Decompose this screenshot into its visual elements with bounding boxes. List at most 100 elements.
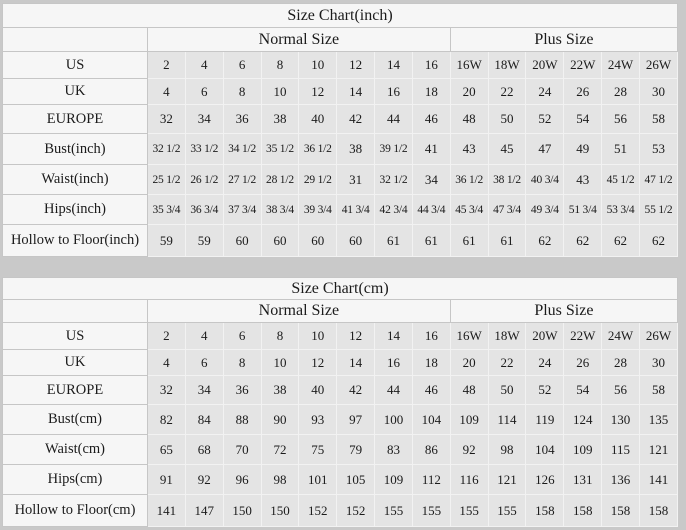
size-cell: 109 bbox=[449, 404, 489, 435]
size-cell: 30 bbox=[638, 78, 679, 105]
size-cell: 83 bbox=[374, 434, 413, 465]
size-cell: 60 bbox=[260, 224, 300, 257]
row-label: Hollow to Floor(cm) bbox=[2, 494, 148, 527]
table-row: Waist(cm) 65 68 70 72 75 79 83 86 92 98 104 109 115 12… bbox=[2, 434, 679, 465]
size-cell: 53 3/4 bbox=[601, 194, 640, 225]
size-cell: 44 3/4 bbox=[411, 194, 451, 225]
size-cell: 158 bbox=[601, 494, 640, 527]
size-cell: 10 bbox=[260, 349, 300, 376]
size-cell: 147 bbox=[184, 494, 224, 527]
size-cell: 16 bbox=[411, 322, 451, 350]
size-cell: 14 bbox=[336, 78, 376, 105]
size-cell: 35 1/2 bbox=[260, 133, 300, 165]
size-cell: 16 bbox=[411, 51, 451, 79]
size-cell: 42 bbox=[336, 375, 376, 405]
size-cell: 61 bbox=[374, 224, 413, 257]
size-cell: 20W bbox=[525, 322, 565, 350]
size-cell: 126 bbox=[525, 464, 565, 495]
size-cell: 32 bbox=[147, 104, 186, 134]
row-label: Waist(cm) bbox=[2, 434, 148, 465]
size-cell: 22 bbox=[487, 78, 527, 105]
size-cell: 100 bbox=[374, 404, 413, 435]
size-cell: 42 bbox=[336, 104, 376, 134]
group-header-plus-size: Plus Size bbox=[449, 27, 679, 52]
size-cell: 26 bbox=[563, 78, 603, 105]
size-cell: 55 1/2 bbox=[638, 194, 679, 225]
size-cell: 4 bbox=[184, 51, 224, 79]
size-cell: 29 1/2 bbox=[298, 164, 338, 195]
size-cell: 6 bbox=[184, 349, 224, 376]
row-label: Hips(inch) bbox=[2, 194, 148, 225]
size-cell: 150 bbox=[260, 494, 300, 527]
size-cell: 34 bbox=[184, 104, 224, 134]
size-cell: 141 bbox=[147, 494, 186, 527]
size-cell: 45 bbox=[487, 133, 527, 165]
size-cell: 38 3/4 bbox=[260, 194, 300, 225]
size-cell: 52 bbox=[525, 375, 565, 405]
size-cell: 104 bbox=[411, 404, 451, 435]
size-cell: 49 3/4 bbox=[525, 194, 565, 225]
size-cell: 150 bbox=[222, 494, 262, 527]
size-cell: 12 bbox=[336, 322, 376, 350]
size-cell: 92 bbox=[449, 434, 489, 465]
size-cell: 68 bbox=[184, 434, 224, 465]
size-cell: 10 bbox=[298, 322, 338, 350]
size-cell: 44 bbox=[374, 375, 413, 405]
size-cell: 155 bbox=[374, 494, 413, 527]
size-cell: 158 bbox=[638, 494, 679, 527]
size-cell: 39 1/2 bbox=[374, 133, 413, 165]
size-cell: 109 bbox=[374, 464, 413, 495]
size-cell: 61 bbox=[411, 224, 451, 257]
size-cell: 93 bbox=[298, 404, 338, 435]
size-cell: 121 bbox=[487, 464, 527, 495]
size-cell: 8 bbox=[260, 322, 300, 350]
size-cell: 46 bbox=[411, 104, 451, 134]
size-cell: 98 bbox=[260, 464, 300, 495]
size-cell: 2 bbox=[147, 51, 186, 79]
row-label: Hips(cm) bbox=[2, 464, 148, 495]
size-cell: 28 bbox=[601, 349, 640, 376]
size-cell: 98 bbox=[487, 434, 527, 465]
size-cell: 141 bbox=[638, 464, 679, 495]
size-cell: 18W bbox=[487, 322, 527, 350]
size-chart-cm: Size Chart(cm) Normal Size Plus Size US 2 4 6 8… bbox=[2, 277, 680, 527]
size-cell: 40 bbox=[298, 104, 338, 134]
size-cell: 88 bbox=[222, 404, 262, 435]
size-cell: 37 3/4 bbox=[222, 194, 262, 225]
table-row: Hollow to Floor(inch) 59 59 60 60 60 60 61 61 61 6… bbox=[2, 224, 679, 257]
size-cell: 12 bbox=[298, 78, 338, 105]
chart-title: Size Chart(cm) bbox=[2, 277, 678, 300]
size-cell: 18W bbox=[487, 51, 527, 79]
size-cell: 60 bbox=[336, 224, 376, 257]
size-cell: 20 bbox=[449, 78, 489, 105]
row-label: UK bbox=[2, 349, 148, 376]
size-chart-inch: Size Chart(inch) Normal Size Plus Size US 2 4… bbox=[2, 3, 680, 257]
size-cell: 42 3/4 bbox=[374, 194, 413, 225]
corner-cell bbox=[2, 27, 148, 52]
size-cell: 26 bbox=[563, 349, 603, 376]
size-cell: 82 bbox=[147, 404, 186, 435]
size-cell: 155 bbox=[487, 494, 527, 527]
table-row: Hollow to Floor(cm) 141 147 150 150 152 152 155… bbox=[2, 494, 679, 527]
size-cell: 62 bbox=[638, 224, 679, 257]
row-label: Waist(inch) bbox=[2, 164, 148, 195]
size-cell: 90 bbox=[260, 404, 300, 435]
size-cell: 41 bbox=[411, 133, 451, 165]
size-cell: 6 bbox=[184, 78, 224, 105]
size-cell: 58 bbox=[638, 104, 679, 134]
size-cell: 41 3/4 bbox=[336, 194, 376, 225]
size-cell: 84 bbox=[184, 404, 224, 435]
size-cell: 51 3/4 bbox=[563, 194, 603, 225]
size-cell: 86 bbox=[411, 434, 451, 465]
size-cell: 38 1/2 bbox=[487, 164, 527, 195]
size-cell: 119 bbox=[525, 404, 565, 435]
size-cell: 104 bbox=[525, 434, 565, 465]
size-cell: 48 bbox=[449, 104, 489, 134]
size-cell: 96 bbox=[222, 464, 262, 495]
table-row: EUROPE 32 34 36 38 40 42 44 46 48 50 52 54 56 58 bbox=[2, 104, 679, 134]
size-cell: 8 bbox=[222, 349, 262, 376]
table-row: US 2 4 6 8 10 12 14 16 16W 18W 20W 22W 24W 26W bbox=[2, 322, 679, 350]
size-cell: 61 bbox=[487, 224, 527, 257]
size-cell: 44 bbox=[374, 104, 413, 134]
size-cell: 25 1/2 bbox=[147, 164, 186, 195]
